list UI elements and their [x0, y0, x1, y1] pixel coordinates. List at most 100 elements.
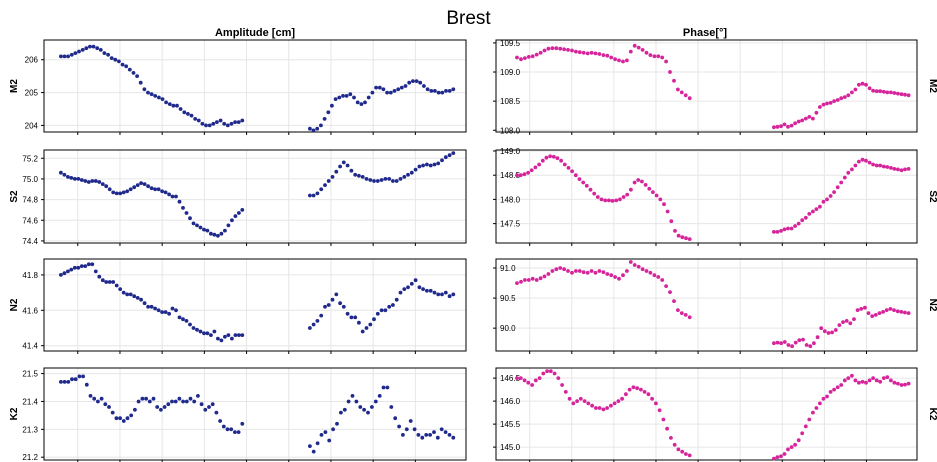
phase-n2-point [570, 270, 574, 275]
phase-n2-ylabel: N2 [927, 299, 937, 312]
phase-k2-point [612, 401, 617, 406]
amplitude-n2-point [223, 334, 227, 339]
amplitude-s2-point [121, 190, 126, 195]
phase-n2-point [542, 274, 547, 279]
amplitude-s2-point [428, 163, 433, 168]
amplitude-n2-point [142, 301, 147, 306]
amplitude-m2-point [80, 48, 85, 52]
phase-n2-point [523, 278, 527, 282]
phase-m2-frame [495, 39, 918, 133]
amplitude-n2-frame [43, 258, 467, 352]
phase-m2-point [832, 99, 836, 103]
amplitude-n2-point [93, 269, 98, 274]
amplitude-s2-point [451, 151, 456, 156]
amplitude-s2-point [432, 162, 437, 167]
phase-n2-point [888, 307, 893, 311]
amplitude-n2-point [417, 285, 422, 290]
phase-m2-point [853, 87, 858, 92]
amplitude-m2-point [160, 97, 165, 101]
phase-k2-point [657, 408, 662, 413]
phase-n2-point [797, 338, 802, 343]
phase-s2-point [896, 167, 900, 172]
amplitude-k2-ytick-label-1: 21.3 [22, 425, 38, 434]
amplitude-s2-point [104, 184, 109, 189]
phase-n2-point [550, 269, 555, 273]
amplitude-k2-panel: 21.2 21.3 21.4 21.5 K2 [9, 367, 467, 462]
amplitude-m2-point [414, 79, 419, 83]
phase-m2-point [636, 45, 641, 50]
phase-k2-point [609, 403, 613, 408]
amplitude-k2-point [319, 433, 324, 437]
phase-m2-point [775, 124, 780, 129]
amplitude-k2-point [323, 430, 328, 434]
amplitude-s2-point [76, 177, 81, 181]
amplitude-s2-point [128, 187, 133, 192]
amplitude-m2-point [175, 103, 179, 108]
phase-s2-point [864, 158, 868, 163]
phase-n2-point [656, 275, 661, 279]
amplitude-m2-point [200, 121, 205, 126]
amplitude-s2-ytick-label-4: 75.2 [22, 154, 38, 163]
phase-s2-point [786, 226, 790, 231]
amplitude-m2-point [311, 128, 316, 133]
amplitude-s2-point [100, 182, 105, 187]
amplitude-k2-point [362, 407, 366, 412]
amplitude-s2-point [198, 225, 203, 230]
amplitude-n2-point [315, 319, 320, 323]
amplitude-k2-ytick-label-3: 21.5 [22, 370, 38, 379]
amplitude-m2-point [120, 62, 125, 67]
phase-m2-ytick-label-0: 108.0 [500, 126, 521, 135]
phase-k2-point [575, 399, 579, 403]
amplitude-n2-point [163, 310, 168, 314]
phase-s2-point [518, 173, 523, 178]
phase-k2-point [892, 380, 897, 385]
phase-n2-point [841, 320, 845, 324]
amplitude-n2-point [219, 338, 224, 343]
phase-s2-point [629, 187, 633, 192]
phase-n2-point [672, 299, 676, 303]
amplitude-n2-point [421, 287, 425, 291]
phase-n2-point [676, 308, 680, 312]
phase-s2-point [903, 167, 907, 172]
phase-m2-point [878, 89, 883, 94]
phase-k2-point [899, 383, 904, 387]
phase-s2-point [800, 218, 805, 223]
phase-n2-point [790, 344, 794, 349]
phase-n2-point [844, 319, 849, 323]
amplitude-s2-point [125, 189, 130, 194]
amplitude-s2-point [177, 199, 182, 204]
amplitude-k2-point [339, 410, 343, 415]
amplitude-m2-ytick-label-2: 206 [25, 56, 39, 65]
amplitude-n2-point [153, 306, 158, 311]
amplitude-m2-point [429, 89, 434, 93]
amplitude-s2-point [156, 187, 161, 192]
amplitude-k2-point [393, 416, 398, 421]
phase-s2-frame [495, 149, 918, 244]
amplitude-m2-point [149, 92, 154, 97]
phase-k2-point [560, 383, 564, 387]
phase-k2-point [665, 426, 669, 431]
amplitude-k2-point [192, 399, 197, 404]
amplitude-s2-point [118, 191, 123, 196]
amplitude-s2-point [216, 233, 220, 238]
amplitude-n2-point [323, 304, 327, 309]
phase-m2-point [803, 116, 808, 121]
phase-n2-point [640, 267, 645, 272]
phase-n2-point [812, 341, 816, 346]
amplitude-m2-point [399, 85, 404, 90]
amplitude-k2-point [447, 433, 452, 437]
phase-k2-point [578, 396, 583, 401]
amplitude-s2-frame [43, 149, 467, 244]
amplitude-s2-ytick-label-1: 74.6 [22, 216, 38, 225]
amplitude-k2-point [443, 430, 448, 434]
amplitude-k2-point [77, 374, 82, 379]
phase-m2-point [860, 81, 865, 86]
amplitude-m2-point [135, 74, 140, 78]
amplitude-m2-point [381, 87, 386, 92]
amplitude-k2-point [214, 410, 219, 415]
phase-k2-point [522, 378, 527, 383]
amplitude-s2-point [421, 163, 425, 168]
phase-m2-point [679, 90, 684, 95]
amplitude-k2-point [439, 427, 444, 432]
amplitude-n2-point [205, 331, 210, 336]
